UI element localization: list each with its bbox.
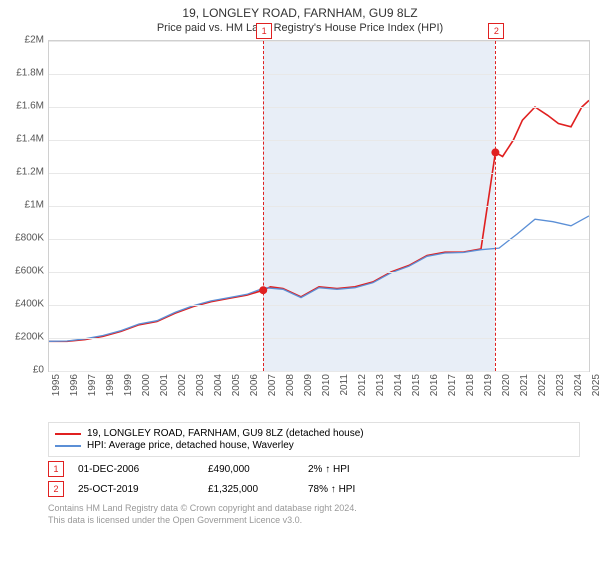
- marker-line: [495, 41, 496, 371]
- gridline: [49, 338, 589, 339]
- annotation-marker: 1: [48, 461, 64, 477]
- annotation-date: 25-OCT-2019: [78, 484, 208, 495]
- x-axis-label: 2010: [321, 374, 332, 396]
- x-axis-label: 2000: [141, 374, 152, 396]
- marker-box: 2: [488, 23, 504, 39]
- x-axis-label: 2023: [555, 374, 566, 396]
- x-axis-label: 2022: [537, 374, 548, 396]
- x-axis-label: 2018: [465, 374, 476, 396]
- x-axis-label: 2001: [159, 374, 170, 396]
- series-hpi: [49, 216, 589, 341]
- legend-swatch: [55, 445, 81, 447]
- x-axis-label: 2012: [357, 374, 368, 396]
- x-axis-label: 2024: [573, 374, 584, 396]
- y-axis-label: £1.8M: [16, 68, 44, 79]
- gridline: [49, 239, 589, 240]
- legend-item: HPI: Average price, detached house, Wave…: [55, 440, 573, 451]
- gridline: [49, 371, 589, 372]
- annotation-price: £1,325,000: [208, 484, 308, 495]
- x-axis-label: 2005: [231, 374, 242, 396]
- x-axis-label: 2006: [249, 374, 260, 396]
- x-axis-label: 2016: [429, 374, 440, 396]
- x-axis-label: 1996: [69, 374, 80, 396]
- x-axis-label: 2007: [267, 374, 278, 396]
- page-title: 19, LONGLEY ROAD, FARNHAM, GU9 8LZ: [0, 6, 600, 20]
- annotation-pct: 2% ↑ HPI: [308, 464, 428, 475]
- gridline: [49, 305, 589, 306]
- legend-label: 19, LONGLEY ROAD, FARNHAM, GU9 8LZ (deta…: [87, 428, 364, 439]
- annotation-row: 2 25-OCT-2019£1,325,00078% ↑ HPI: [48, 481, 580, 497]
- x-axis-label: 2008: [285, 374, 296, 396]
- legend-item: 19, LONGLEY ROAD, FARNHAM, GU9 8LZ (deta…: [55, 428, 573, 439]
- x-axis-label: 2019: [483, 374, 494, 396]
- annotation-row: 1 01-DEC-2006£490,0002% ↑ HPI: [48, 461, 580, 477]
- x-axis-label: 2015: [411, 374, 422, 396]
- x-axis-label: 2002: [177, 374, 188, 396]
- x-axis-label: 2014: [393, 374, 404, 396]
- x-axis-label: 1999: [123, 374, 134, 396]
- y-axis-label: £1.4M: [16, 134, 44, 145]
- annotation-pct: 78% ↑ HPI: [308, 484, 428, 495]
- gridline: [49, 272, 589, 273]
- y-axis-label: £1M: [25, 200, 44, 211]
- x-axis-label: 2013: [375, 374, 386, 396]
- y-axis-label: £0: [33, 365, 44, 376]
- x-axis-label: 1998: [105, 374, 116, 396]
- chart: 12 £0£200K£400K£600K£800K£1M£1.2M£1.4M£1…: [48, 40, 590, 390]
- gridline: [49, 173, 589, 174]
- annotation-block: 1 01-DEC-2006£490,0002% ↑ HPI 2 25-OCT-2019…: [0, 461, 600, 497]
- footer-line1: Contains HM Land Registry data © Crown c…: [48, 503, 580, 515]
- gridline: [49, 206, 589, 207]
- marker-box: 1: [256, 23, 272, 39]
- annotation-date: 01-DEC-2006: [78, 464, 208, 475]
- y-axis-label: £400K: [15, 299, 44, 310]
- legend-label: HPI: Average price, detached house, Wave…: [87, 440, 294, 451]
- marker-line: [263, 41, 264, 371]
- x-axis-label: 1997: [87, 374, 98, 396]
- gridline: [49, 107, 589, 108]
- page-subtitle: Price paid vs. HM Land Registry's House …: [0, 22, 600, 34]
- footer: Contains HM Land Registry data © Crown c…: [48, 503, 580, 526]
- gridline: [49, 41, 589, 42]
- x-axis-label: 2017: [447, 374, 458, 396]
- legend-swatch: [55, 433, 81, 435]
- y-axis-label: £2M: [25, 35, 44, 46]
- x-axis-label: 1995: [51, 374, 62, 396]
- plot-area: 12: [48, 40, 590, 372]
- y-axis-label: £200K: [15, 332, 44, 343]
- x-axis-label: 2025: [591, 374, 600, 396]
- x-axis-label: 2004: [213, 374, 224, 396]
- y-axis-label: £1.6M: [16, 101, 44, 112]
- y-axis-label: £800K: [15, 233, 44, 244]
- x-axis-label: 2021: [519, 374, 530, 396]
- annotation-marker: 2: [48, 481, 64, 497]
- y-axis-label: £600K: [15, 266, 44, 277]
- x-axis-label: 2011: [339, 374, 350, 396]
- x-axis-label: 2003: [195, 374, 206, 396]
- y-axis-label: £1.2M: [16, 167, 44, 178]
- gridline: [49, 74, 589, 75]
- x-axis-label: 2020: [501, 374, 512, 396]
- annotation-price: £490,000: [208, 464, 308, 475]
- footer-line2: This data is licensed under the Open Gov…: [48, 515, 580, 527]
- x-axis-label: 2009: [303, 374, 314, 396]
- gridline: [49, 140, 589, 141]
- legend: 19, LONGLEY ROAD, FARNHAM, GU9 8LZ (deta…: [48, 422, 580, 457]
